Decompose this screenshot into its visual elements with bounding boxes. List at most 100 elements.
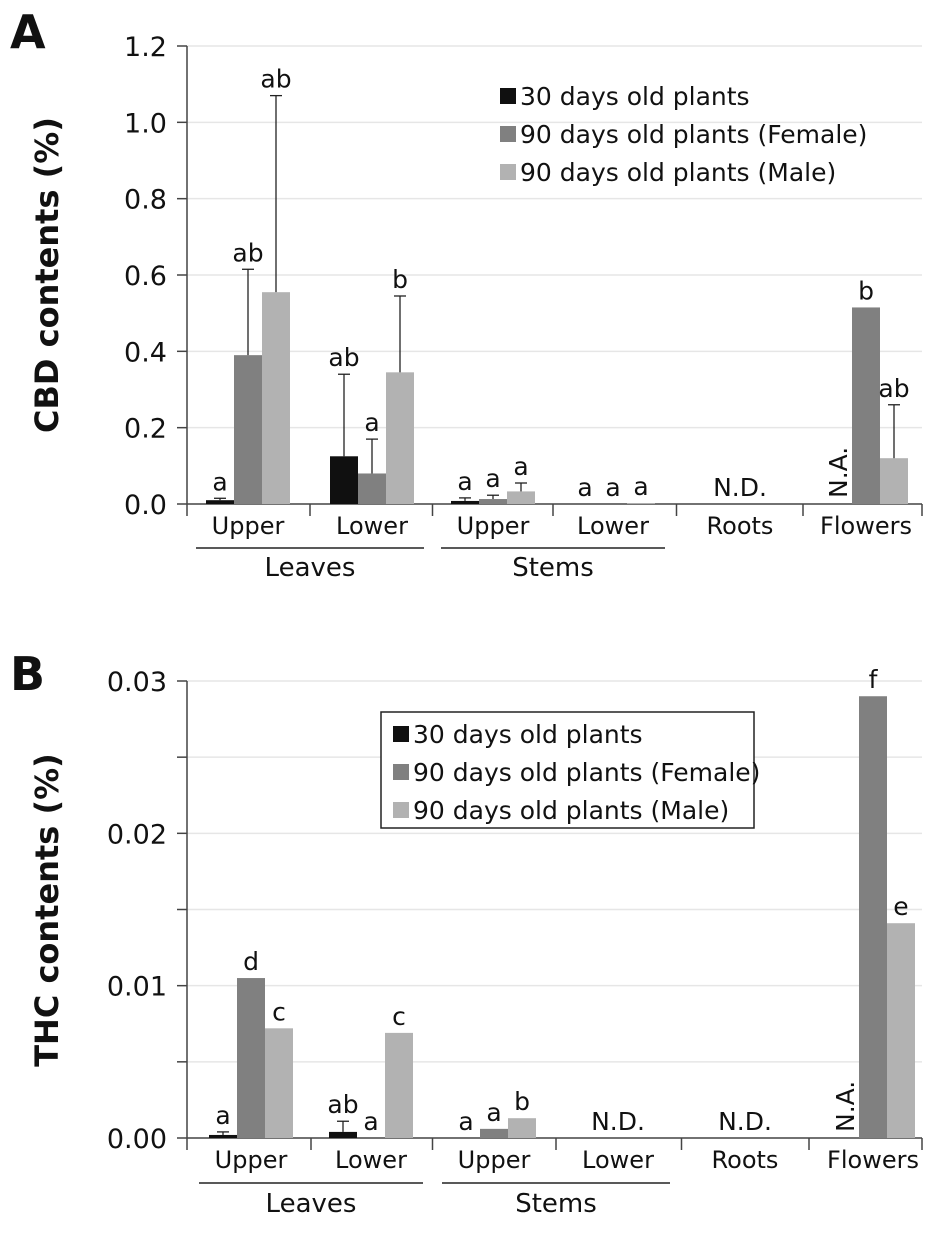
- significance-label: ab: [232, 238, 263, 267]
- legend-entry: 90 days old plants (Male): [520, 158, 836, 187]
- x-category-label: Flowers: [820, 512, 912, 540]
- panel-b-chart: B 0.00 0.01 0.02 0.03 THC contents (%) Upper a…: [10, 647, 923, 1219]
- significance-label: ab: [260, 65, 291, 94]
- legend-swatch: [500, 88, 516, 104]
- significance-label: a: [212, 467, 227, 496]
- significance-label: c: [272, 997, 286, 1026]
- bar: [887, 923, 915, 1138]
- group-label: Stems: [512, 553, 594, 583]
- bar: [852, 307, 880, 504]
- y-tick-label: 0.02: [107, 819, 167, 850]
- x-category-label: Lower: [577, 512, 649, 540]
- y-tick-label: 0.8: [124, 185, 167, 216]
- y-tick-label: 0.2: [124, 414, 167, 445]
- y-tick-label: 1.0: [124, 108, 167, 139]
- bar: [358, 473, 386, 504]
- significance-label: b: [392, 265, 408, 294]
- x-category-label: Upper: [215, 1146, 288, 1174]
- bar: [206, 500, 234, 504]
- panel-a-chart: A 0.0 0.2 0.4 0.6 0.8 1.0 1.2 CBD contents (%) U…: [10, 5, 923, 583]
- not-available-label: N.A.: [831, 1081, 860, 1132]
- significance-label: b: [858, 276, 874, 305]
- legend-entry: 30 days old plants: [520, 82, 750, 111]
- bar: [330, 456, 358, 504]
- x-category-label: Lower: [582, 1146, 654, 1174]
- panel-b-letter: B: [10, 647, 45, 701]
- significance-label: a: [485, 464, 500, 493]
- bar: [234, 355, 262, 504]
- panel-a-letter: A: [10, 5, 46, 59]
- y-tick-label: 0.0: [124, 490, 167, 521]
- x-category-label: Upper: [458, 1146, 531, 1174]
- bar: [480, 1128, 508, 1138]
- bar: [880, 458, 908, 504]
- bar: [508, 1118, 536, 1138]
- y-axis-title: THC contents (%): [28, 753, 66, 1067]
- legend-swatch: [500, 126, 516, 142]
- significance-label: a: [364, 408, 379, 437]
- significance-label: a: [457, 467, 472, 496]
- significance-label: a: [513, 452, 528, 481]
- y-tick-label: 0.03: [107, 667, 167, 698]
- significance-label: a: [458, 1107, 473, 1136]
- significance-label: b: [514, 1087, 530, 1116]
- significance-label: a: [215, 1101, 230, 1130]
- bar: [627, 503, 655, 504]
- y-tick-label: 0.01: [107, 972, 167, 1003]
- bar: [451, 500, 479, 504]
- legend-entry: 90 days old plants (Male): [413, 796, 729, 825]
- group-label: Stems: [515, 1189, 597, 1219]
- y-tick-label: 0.6: [124, 261, 167, 292]
- bar: [262, 292, 290, 504]
- significance-label: e: [893, 892, 908, 921]
- group-label: Leaves: [266, 1189, 357, 1219]
- bar: [859, 696, 887, 1138]
- legend: 30 days old plants 90 days old plants (Fe…: [500, 82, 867, 187]
- legend-swatch: [500, 164, 516, 180]
- x-category-label: Flowers: [827, 1146, 919, 1174]
- y-tick-label: 0.4: [124, 337, 167, 368]
- bar: [479, 499, 507, 504]
- significance-label: ab: [327, 1090, 358, 1119]
- x-category-label: Roots: [712, 1146, 779, 1174]
- legend-swatch: [393, 802, 409, 818]
- x-category-label: Upper: [212, 512, 285, 540]
- x-category-label: Lower: [336, 512, 408, 540]
- not-available-label: N.A.: [824, 447, 853, 498]
- y-tick-label: 0.00: [107, 1124, 167, 1155]
- legend-swatch: [393, 726, 409, 742]
- bar: [386, 372, 414, 504]
- significance-label: f: [869, 665, 879, 694]
- legend-entry: 30 days old plants: [413, 720, 643, 749]
- legend-entry: 90 days old plants (Female): [520, 120, 867, 149]
- bar: [265, 1028, 293, 1138]
- group-label: Leaves: [265, 553, 356, 583]
- bar: [507, 491, 535, 504]
- bar: [329, 1131, 357, 1138]
- significance-label: a: [363, 1107, 378, 1136]
- significance-label: a: [577, 473, 592, 502]
- y-axis-title: CBD contents (%): [28, 117, 66, 433]
- not-detected-label: N.D.: [713, 473, 767, 502]
- not-detected-label: N.D.: [591, 1107, 645, 1136]
- bar: [385, 1032, 413, 1138]
- legend-box: [380, 711, 755, 829]
- significance-label: a: [633, 472, 648, 501]
- x-category-label: Roots: [707, 512, 774, 540]
- significance-label: c: [392, 1002, 406, 1031]
- legend-swatch: [393, 764, 409, 780]
- x-category-label: Lower: [335, 1146, 407, 1174]
- significance-label: a: [486, 1098, 501, 1127]
- x-category-label: Upper: [457, 512, 530, 540]
- significance-label: a: [605, 473, 620, 502]
- significance-label: ab: [878, 374, 909, 403]
- y-tick-label: 1.2: [124, 32, 167, 63]
- legend: 30 days old plants 90 days old plants (Fe…: [380, 711, 760, 829]
- bar: [237, 978, 265, 1138]
- significance-label: ab: [328, 343, 359, 372]
- significance-label: d: [243, 947, 259, 976]
- bar: [209, 1134, 237, 1138]
- not-detected-label: N.D.: [718, 1107, 772, 1136]
- legend-entry: 90 days old plants (Female): [413, 758, 760, 787]
